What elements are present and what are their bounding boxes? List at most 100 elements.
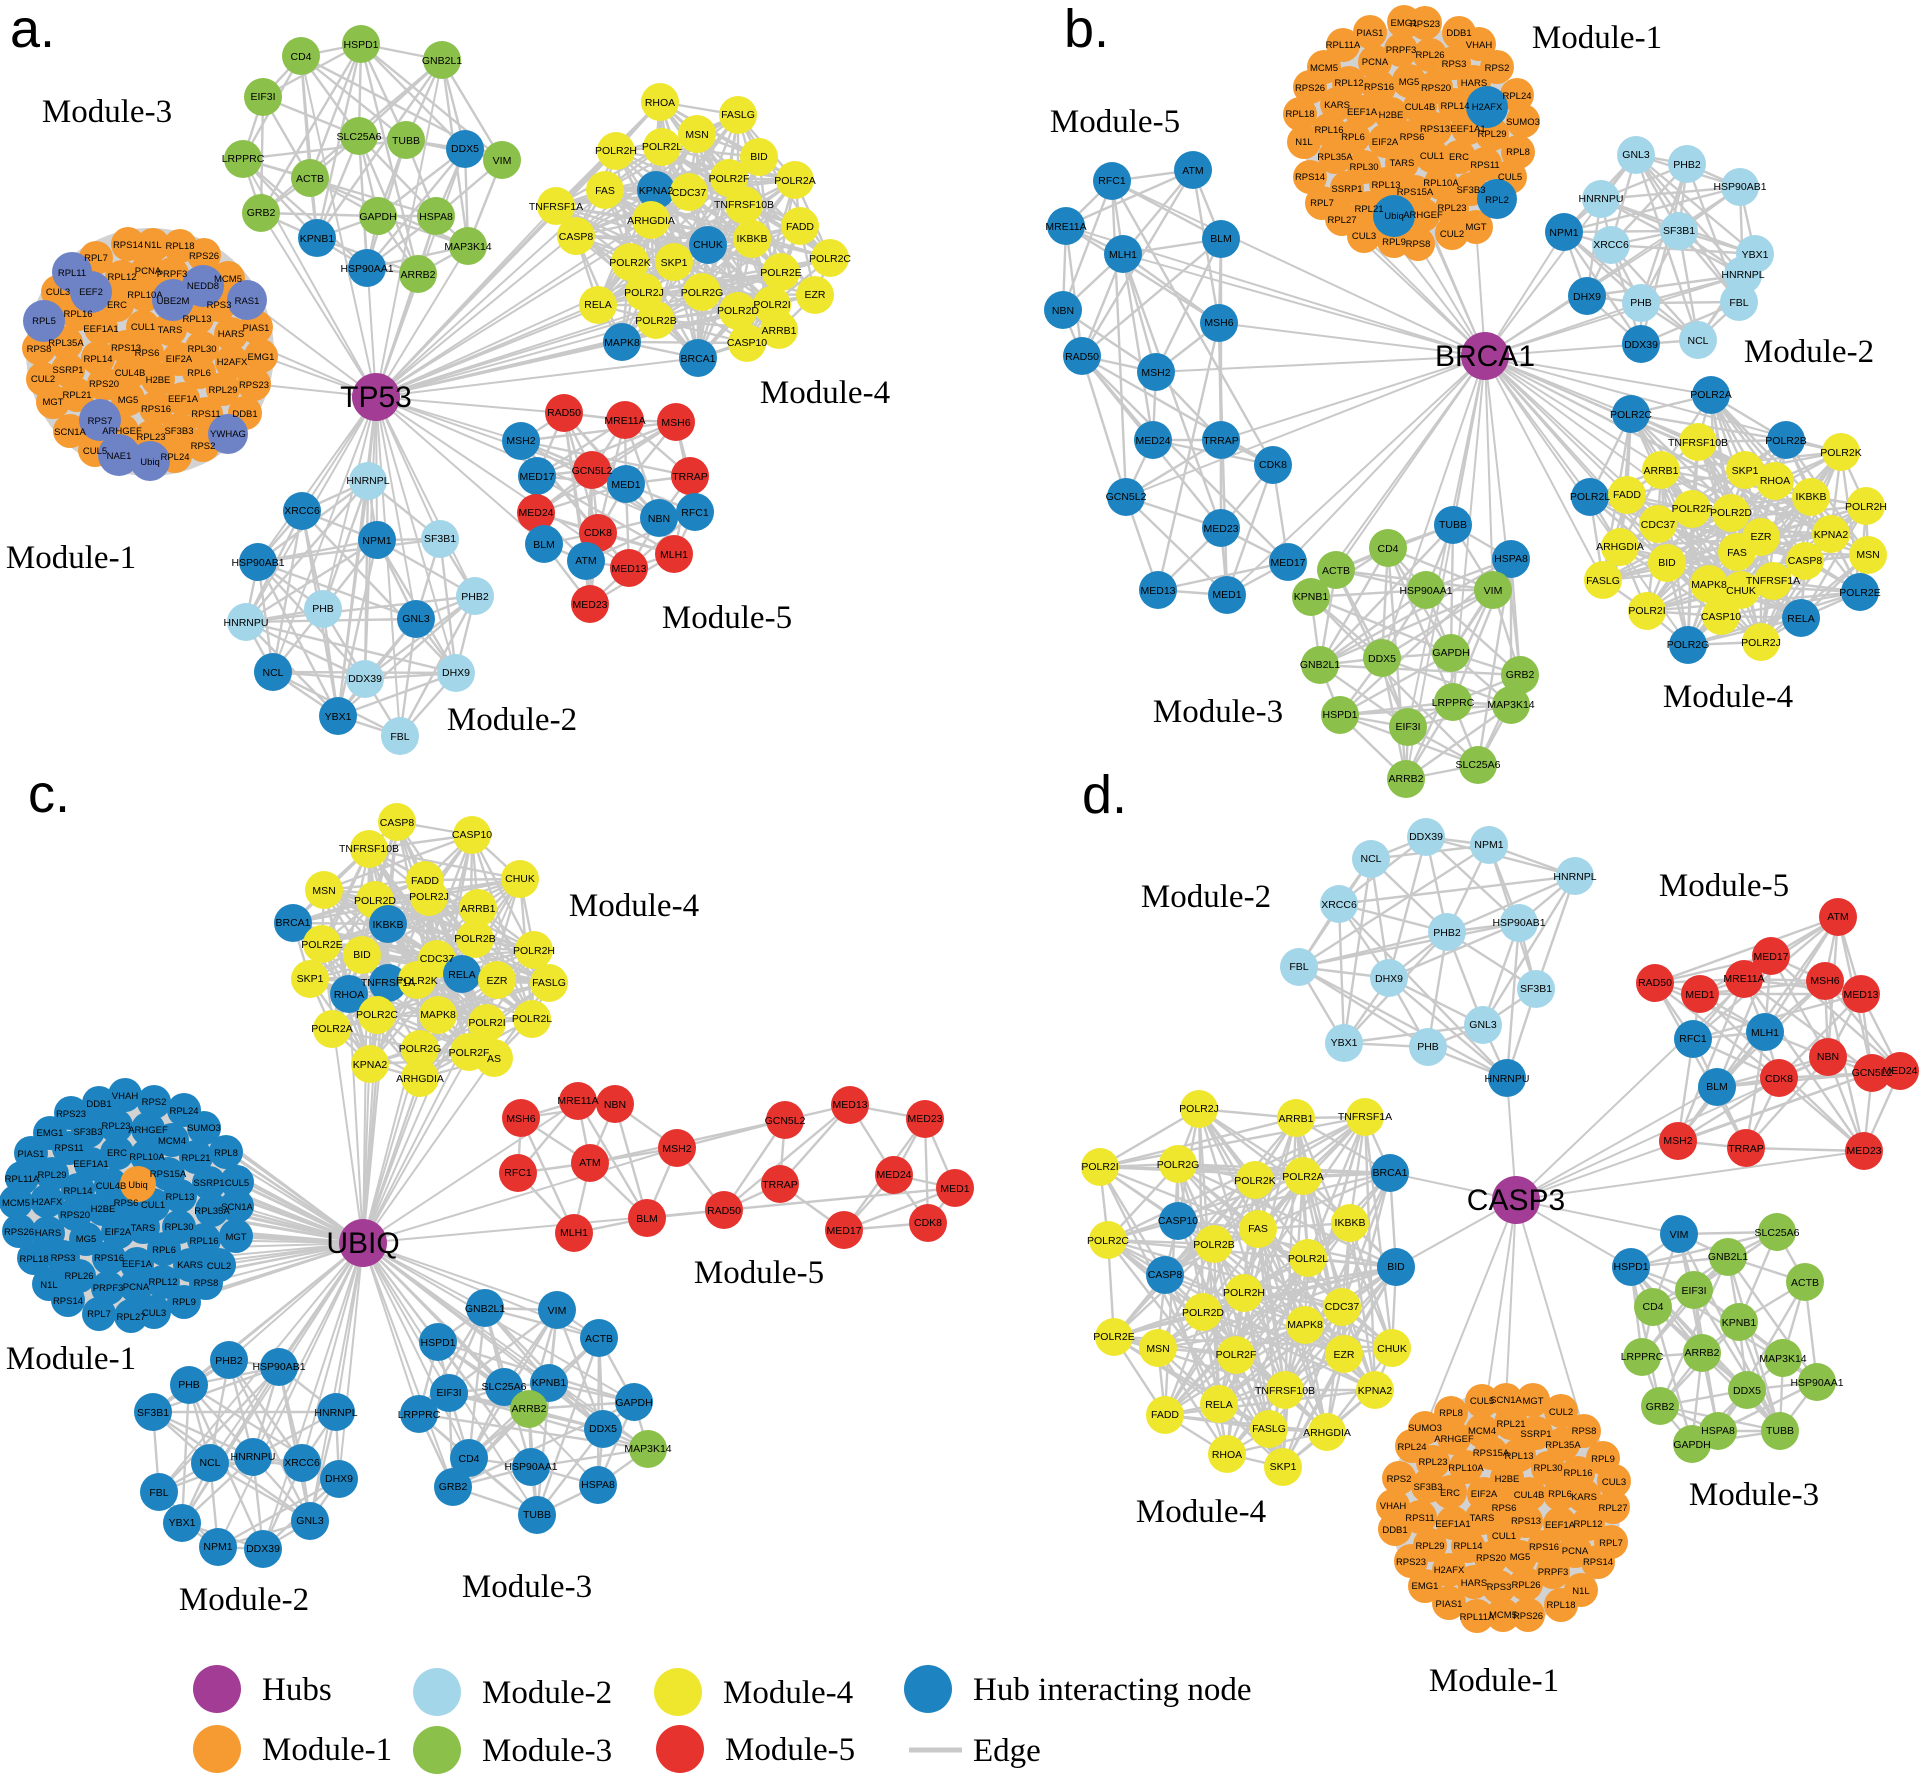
svg-text:FAS: FAS — [1727, 547, 1747, 559]
svg-text:RPL7: RPL7 — [1599, 1538, 1623, 1549]
svg-text:HSPD1: HSPD1 — [420, 1337, 455, 1349]
svg-text:RPL8: RPL8 — [214, 1148, 238, 1159]
svg-text:RPS26: RPS26 — [1513, 1611, 1543, 1622]
svg-text:DHX9: DHX9 — [325, 1473, 353, 1485]
svg-text:RPL13: RPL13 — [182, 314, 211, 325]
svg-text:GRB2: GRB2 — [1646, 1401, 1675, 1413]
svg-text:POLR2H: POLR2H — [595, 145, 637, 157]
svg-text:MG5: MG5 — [118, 395, 139, 406]
svg-text:ARRB2: ARRB2 — [1388, 773, 1423, 785]
svg-text:MAPK8: MAPK8 — [604, 337, 640, 349]
svg-text:MGT: MGT — [42, 397, 63, 408]
svg-text:RPL23: RPL23 — [101, 1121, 130, 1132]
svg-text:CUL3: CUL3 — [46, 287, 70, 298]
svg-text:b.: b. — [1064, 0, 1109, 59]
svg-text:MGT: MGT — [1522, 1396, 1543, 1407]
svg-text:GCN5L2: GCN5L2 — [1106, 491, 1147, 503]
svg-text:RPL6: RPL6 — [152, 1245, 176, 1256]
svg-text:RPS8: RPS8 — [194, 1278, 219, 1289]
svg-text:POLR2J: POLR2J — [409, 891, 449, 903]
svg-text:RPL16: RPL16 — [1563, 1468, 1592, 1479]
svg-text:Module-2: Module-2 — [482, 1675, 612, 1711]
svg-text:POLR2F: POLR2F — [1672, 503, 1713, 515]
svg-text:MED17: MED17 — [1753, 951, 1788, 963]
svg-text:MAP3K14: MAP3K14 — [1759, 1353, 1806, 1365]
svg-text:TARS: TARS — [1470, 1513, 1495, 1524]
svg-text:RPS15A: RPS15A — [1397, 187, 1434, 198]
svg-text:CASP8: CASP8 — [380, 817, 415, 829]
svg-text:ARHGDIA: ARHGDIA — [1303, 1427, 1351, 1439]
svg-text:RPS3: RPS3 — [51, 1253, 76, 1264]
svg-text:LRPPRC: LRPPRC — [1621, 1351, 1664, 1363]
svg-text:BRCA1: BRCA1 — [680, 353, 715, 365]
svg-text:BLM: BLM — [533, 539, 555, 551]
svg-text:RPL10A: RPL10A — [1423, 178, 1459, 189]
svg-text:CDC37: CDC37 — [420, 953, 455, 965]
svg-text:NCL: NCL — [199, 1457, 220, 1469]
svg-text:FBL: FBL — [1729, 297, 1748, 309]
svg-text:TRRAP: TRRAP — [1203, 435, 1239, 447]
svg-text:CDC37: CDC37 — [672, 187, 707, 199]
svg-text:a.: a. — [10, 0, 55, 59]
svg-text:IKBKB: IKBKB — [373, 919, 404, 931]
svg-text:NPM1: NPM1 — [362, 535, 391, 547]
svg-text:MSH2: MSH2 — [1663, 1135, 1692, 1147]
svg-text:ATM: ATM — [579, 1157, 600, 1169]
svg-text:RPL35A: RPL35A — [1317, 152, 1353, 163]
svg-text:RPS23: RPS23 — [239, 380, 269, 391]
svg-text:GAPDH: GAPDH — [615, 1397, 652, 1409]
svg-text:MED13: MED13 — [1843, 989, 1878, 1001]
svg-text:RPL16: RPL16 — [189, 1236, 218, 1247]
svg-text:CUL2: CUL2 — [31, 374, 55, 385]
svg-text:H2AFX: H2AFX — [32, 1197, 63, 1208]
svg-text:POLR2A: POLR2A — [774, 175, 815, 187]
svg-text:HSPA8: HSPA8 — [419, 211, 453, 223]
svg-text:TARS: TARS — [158, 325, 183, 336]
svg-text:POLR2L: POLR2L — [512, 1013, 552, 1025]
svg-text:LRPPRC: LRPPRC — [222, 153, 265, 165]
svg-text:RPS26: RPS26 — [4, 1227, 34, 1238]
svg-text:ATM: ATM — [1827, 911, 1848, 923]
svg-text:GNL3: GNL3 — [1469, 1019, 1497, 1031]
svg-text:POLR2J: POLR2J — [1179, 1103, 1219, 1115]
svg-text:HSP90AB1: HSP90AB1 — [1713, 181, 1766, 193]
svg-text:MAP3K14: MAP3K14 — [1487, 699, 1534, 711]
svg-text:MLH1: MLH1 — [560, 1227, 588, 1239]
svg-text:TARS: TARS — [131, 1223, 156, 1234]
svg-text:Module-4: Module-4 — [569, 888, 699, 924]
svg-text:RPL29: RPL29 — [37, 1170, 66, 1181]
svg-text:MAPK8: MAPK8 — [420, 1009, 456, 1021]
svg-text:POLR2K: POLR2K — [609, 257, 650, 269]
svg-text:HSPD1: HSPD1 — [1322, 709, 1357, 721]
svg-text:POLR2I: POLR2I — [1081, 1161, 1118, 1173]
svg-text:CUL5: CUL5 — [83, 446, 107, 457]
svg-text:Module-3: Module-3 — [1689, 1477, 1819, 1513]
svg-text:VIM: VIM — [548, 1305, 567, 1317]
svg-text:SF3B1: SF3B1 — [424, 533, 456, 545]
svg-text:RPS15A: RPS15A — [150, 1169, 187, 1180]
svg-text:Module-2: Module-2 — [1141, 879, 1271, 915]
svg-text:ARHGEF: ARHGEF — [102, 426, 142, 437]
svg-text:RPL21: RPL21 — [1496, 1419, 1525, 1430]
svg-text:POLR2D: POLR2D — [717, 305, 759, 317]
svg-text:NPM1: NPM1 — [203, 1541, 232, 1553]
svg-text:CASP8: CASP8 — [559, 231, 594, 243]
svg-text:RHOA: RHOA — [1760, 475, 1790, 487]
svg-text:CASP10: CASP10 — [1158, 1215, 1198, 1227]
svg-text:RPL24: RPL24 — [160, 452, 189, 463]
svg-text:VIM: VIM — [493, 155, 512, 167]
svg-text:ACTB: ACTB — [585, 1333, 613, 1345]
svg-text:POLR2C: POLR2C — [1610, 409, 1652, 421]
svg-text:KPNA2: KPNA2 — [1358, 1385, 1393, 1397]
svg-text:Module-3: Module-3 — [482, 1733, 612, 1769]
svg-text:PHB2: PHB2 — [1673, 159, 1701, 171]
svg-text:GRB2: GRB2 — [1506, 669, 1535, 681]
svg-text:DDB1: DDB1 — [86, 1099, 111, 1110]
svg-text:POLR2D: POLR2D — [354, 895, 396, 907]
svg-text:MSN: MSN — [1856, 549, 1879, 561]
svg-text:Ubiq: Ubiq — [140, 457, 160, 468]
svg-text:KARS: KARS — [1571, 1492, 1597, 1503]
svg-text:SKP1: SKP1 — [661, 257, 688, 269]
svg-text:CASP10: CASP10 — [1701, 611, 1741, 623]
svg-text:PCNA: PCNA — [135, 266, 162, 277]
